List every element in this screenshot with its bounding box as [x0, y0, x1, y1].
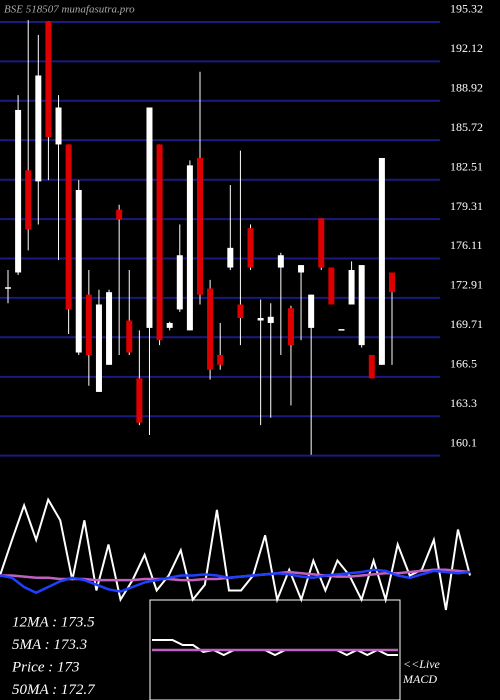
candle-body [95, 304, 102, 392]
candle-body [247, 228, 254, 268]
candle-body [328, 267, 335, 305]
candle-body [136, 378, 143, 423]
candle-body [5, 287, 11, 289]
y-tick-label: 176.11 [450, 238, 483, 252]
candle-body [25, 170, 32, 230]
y-tick-label: 160.1 [450, 435, 477, 449]
candle-body [389, 272, 395, 293]
candle-body [257, 318, 264, 321]
candle-body [287, 308, 294, 346]
y-tick-label: 179.31 [450, 199, 483, 213]
y-tick-label: 182.51 [450, 159, 483, 173]
y-tick-label: 188.92 [450, 81, 483, 95]
live-note: <<Live [403, 657, 441, 671]
ma-label: 5MA : 173.3 [12, 637, 87, 653]
candle-body [166, 322, 173, 328]
y-tick-label: 169.71 [450, 317, 483, 331]
candle-body [126, 320, 133, 353]
y-tick-label: 166.5 [450, 357, 477, 371]
ma-label: Price : 173 [11, 659, 79, 675]
ma-label: 12MA : 173.5 [12, 614, 95, 630]
y-tick-label: 185.72 [450, 120, 483, 134]
chart-title: BSE 518507 munafasutra.pro [4, 4, 135, 16]
candle-body [146, 107, 153, 328]
candle-body [45, 21, 52, 138]
candle-body [318, 218, 325, 268]
candle-body [368, 354, 375, 379]
candle-body [378, 157, 385, 365]
candle-body [207, 288, 214, 370]
candle-body [267, 316, 274, 323]
macd-title: MACD [402, 672, 437, 686]
candle-body [348, 270, 355, 305]
candle-body [308, 294, 315, 328]
candle-body [237, 304, 244, 319]
indicator-line [0, 497, 471, 611]
candle-body [75, 189, 82, 353]
candle-body [85, 294, 92, 355]
candle-body [116, 209, 123, 220]
ma-label: 50MA : 172.7 [12, 682, 96, 698]
candle-body [338, 329, 345, 331]
candle-body [186, 165, 193, 331]
candle-body [156, 144, 163, 341]
candle-body [277, 255, 284, 268]
candle-body [217, 354, 224, 365]
candle-body [358, 265, 365, 346]
y-tick-label: 163.3 [450, 396, 477, 410]
candle-body [227, 247, 234, 268]
candle-body [106, 292, 113, 365]
y-tick-label: 172.91 [450, 278, 483, 292]
candle-body [65, 144, 72, 310]
candle-body [197, 157, 203, 295]
indicator-line [0, 568, 471, 595]
candle-body [15, 109, 22, 273]
y-tick-label: 192.12 [450, 41, 483, 55]
candle-body [176, 255, 183, 310]
y-tick-label: 195.32 [450, 2, 483, 16]
candle-body [298, 265, 305, 273]
candle-body [35, 75, 42, 182]
candle-body [55, 107, 62, 145]
